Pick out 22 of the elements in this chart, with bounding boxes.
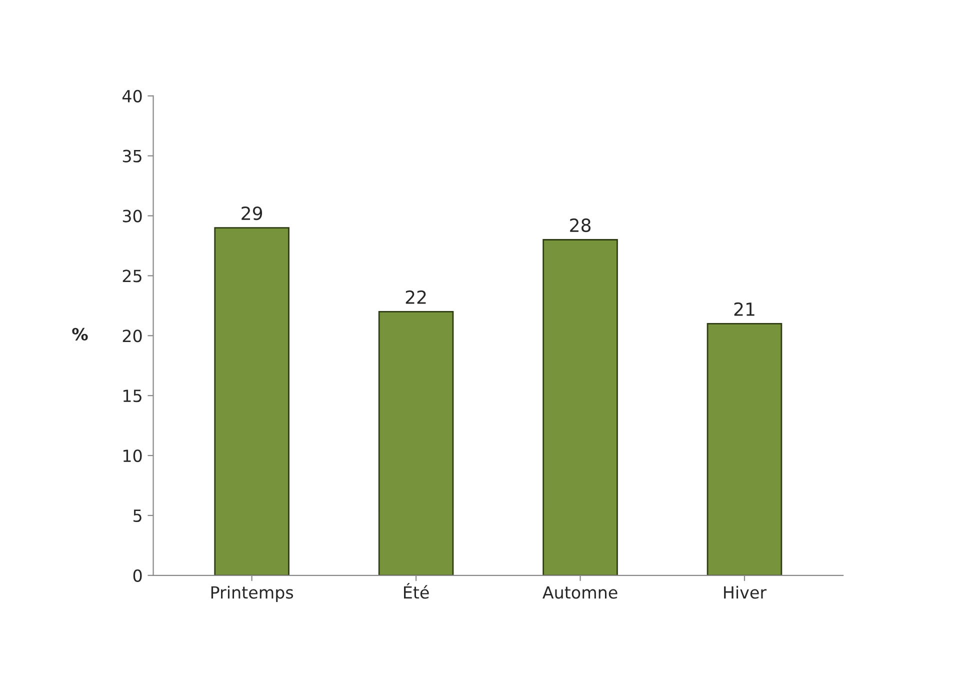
y-tick-label: 10 (123, 449, 142, 462)
x-tick-label: Printemps (211, 586, 294, 602)
data-label: 28 (570, 218, 591, 232)
y-tick-label: 25 (122, 270, 142, 282)
bar (378, 310, 454, 576)
y-tick-label: 40 (122, 90, 142, 102)
bar (542, 239, 618, 576)
y-tick-label: 15 (123, 390, 142, 402)
y-tick-label: 35 (122, 150, 142, 162)
x-tick-label: Hiver (724, 586, 767, 599)
data-label: 22 (406, 290, 426, 304)
y-tick-label: 5 (134, 510, 142, 522)
y-tick-label: 0 (133, 569, 142, 582)
x-tick-label: Automne (542, 586, 618, 599)
bar (706, 322, 782, 576)
y-tick-label: 30 (122, 210, 142, 222)
data-label: 21 (734, 302, 754, 316)
data-label: 29 (242, 206, 262, 220)
bar (214, 227, 290, 576)
y-tick-label: 20 (122, 330, 142, 342)
y-axis-title: % (72, 328, 88, 340)
x-tick-label: Été (404, 583, 429, 599)
